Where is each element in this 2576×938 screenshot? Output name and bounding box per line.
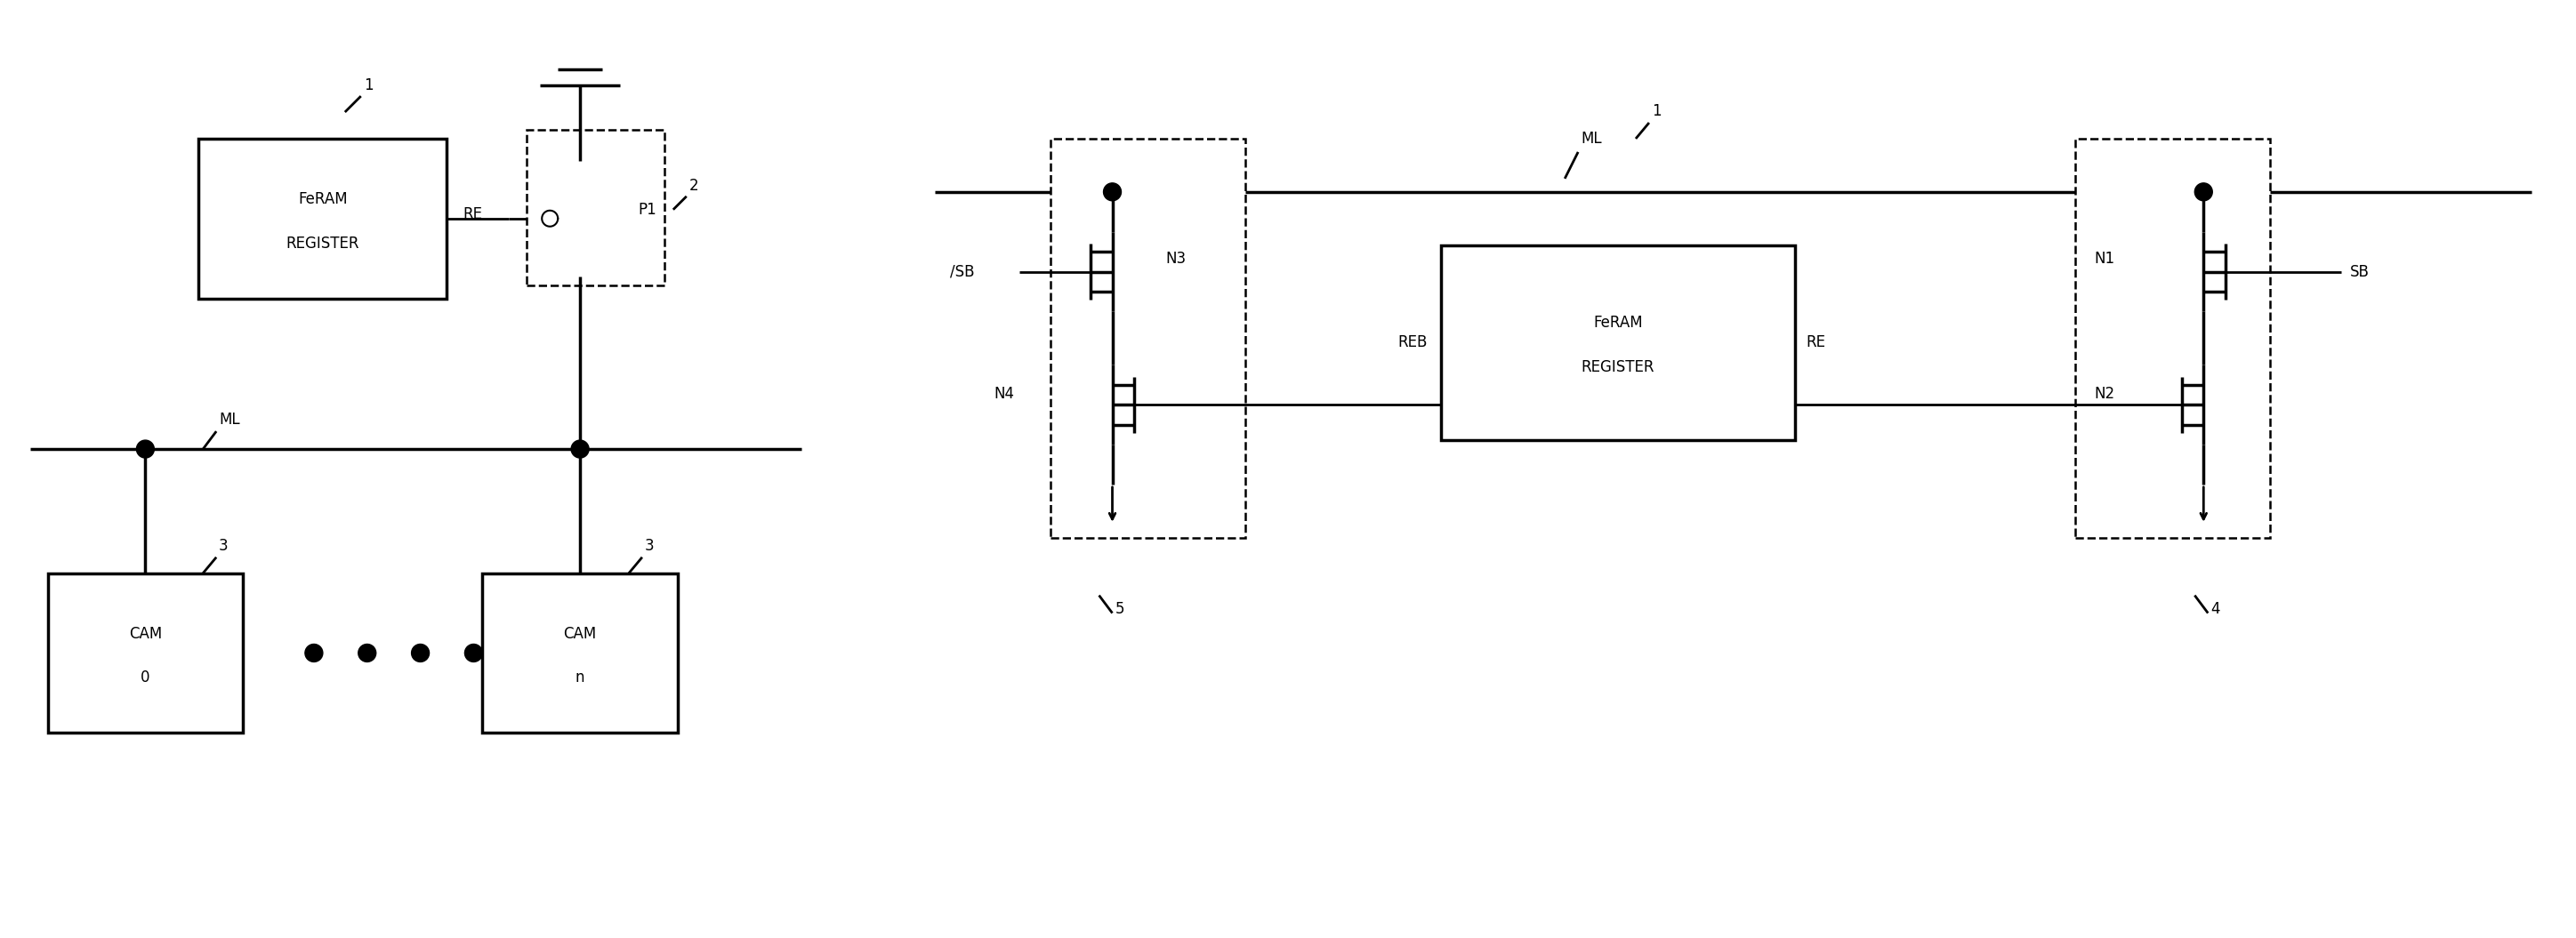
Text: 5: 5 bbox=[1115, 600, 1123, 616]
Text: 0: 0 bbox=[142, 670, 149, 686]
Circle shape bbox=[1103, 183, 1121, 201]
Text: 1: 1 bbox=[363, 77, 374, 93]
Bar bbox=[2074, 139, 2269, 537]
Circle shape bbox=[137, 440, 155, 458]
Text: CAM: CAM bbox=[564, 626, 598, 642]
Text: REGISTER: REGISTER bbox=[1582, 359, 1654, 375]
Circle shape bbox=[464, 644, 482, 662]
Text: 3: 3 bbox=[644, 538, 654, 554]
Text: 4: 4 bbox=[2210, 600, 2221, 616]
Text: FeRAM: FeRAM bbox=[299, 191, 348, 207]
Text: ML: ML bbox=[219, 412, 240, 428]
Bar bbox=[198, 139, 448, 298]
Circle shape bbox=[412, 644, 430, 662]
Text: N3: N3 bbox=[1164, 250, 1185, 266]
Bar bbox=[1051, 139, 1244, 537]
Text: N4: N4 bbox=[994, 386, 1015, 402]
Text: n: n bbox=[574, 670, 585, 686]
Circle shape bbox=[304, 644, 322, 662]
Text: /SB: /SB bbox=[951, 264, 974, 280]
Text: N1: N1 bbox=[2094, 250, 2115, 266]
Text: 3: 3 bbox=[219, 538, 229, 554]
Circle shape bbox=[572, 440, 590, 458]
Bar bbox=[528, 129, 665, 285]
Bar bbox=[1440, 245, 1795, 440]
Text: ML: ML bbox=[1582, 130, 1602, 146]
Text: RE: RE bbox=[464, 206, 482, 222]
Text: 1: 1 bbox=[1651, 103, 1662, 119]
Text: SB: SB bbox=[2349, 264, 2370, 280]
Text: N2: N2 bbox=[2094, 386, 2115, 402]
Bar bbox=[49, 573, 242, 733]
Text: FeRAM: FeRAM bbox=[1595, 315, 1643, 331]
Circle shape bbox=[358, 644, 376, 662]
Text: REB: REB bbox=[1399, 335, 1427, 351]
Bar bbox=[482, 573, 677, 733]
Text: CAM: CAM bbox=[129, 626, 162, 642]
Text: RE: RE bbox=[1806, 335, 1826, 351]
Circle shape bbox=[2195, 183, 2213, 201]
Text: 2: 2 bbox=[690, 177, 698, 193]
Text: P1: P1 bbox=[639, 202, 657, 218]
Text: REGISTER: REGISTER bbox=[286, 235, 361, 251]
